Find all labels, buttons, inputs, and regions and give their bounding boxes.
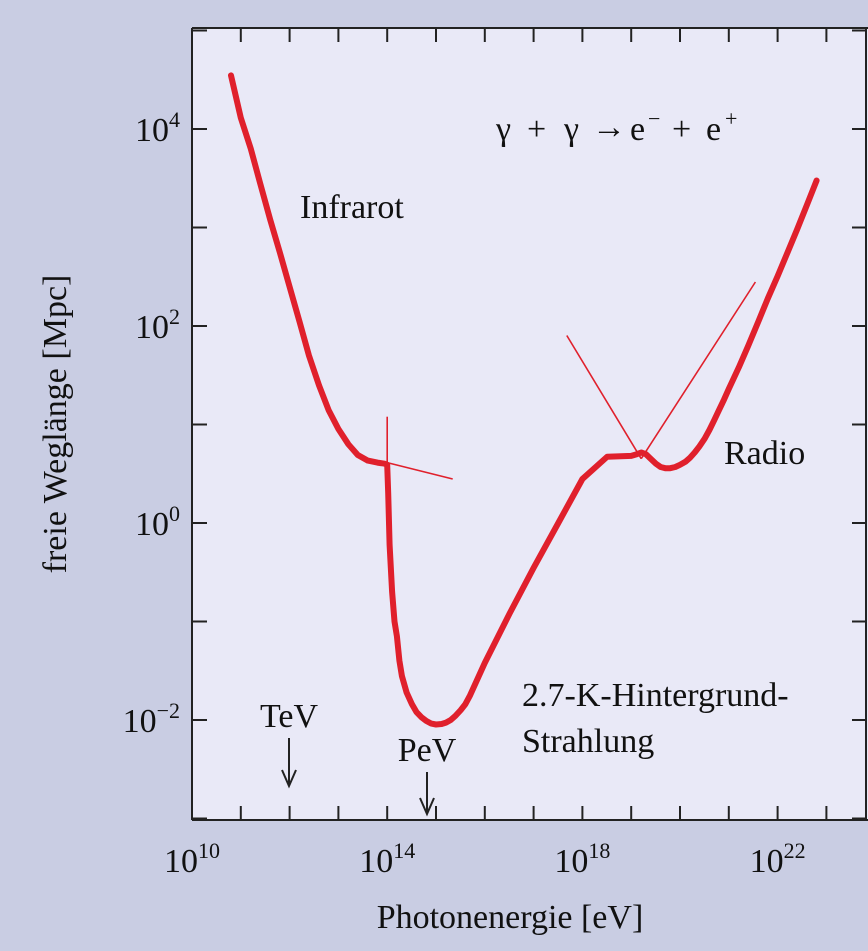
reaction-arrow: → bbox=[592, 109, 626, 146]
reaction-plus-2: + bbox=[672, 111, 691, 148]
annotation-tev: TeV bbox=[260, 698, 318, 735]
annotation-cmb-line1: 2.7-K-Hintergrund- bbox=[522, 677, 789, 714]
reaction-positron: e bbox=[706, 111, 721, 148]
x-tick-label: 1014 bbox=[359, 838, 415, 880]
tangent-line bbox=[387, 461, 453, 480]
axis-ticks bbox=[192, 28, 866, 820]
annotation-infrared: Infrarot bbox=[300, 189, 404, 226]
y-tick-label: 10−2 bbox=[123, 698, 180, 740]
mean-free-path-curve bbox=[228, 72, 820, 728]
reaction-plus-1: + bbox=[527, 111, 546, 148]
y-tick-label: 100 bbox=[135, 501, 180, 543]
plot-area bbox=[192, 28, 868, 820]
reaction-gamma-2: γ bbox=[563, 111, 579, 148]
reaction-equation: γ + γ → e − + e + bbox=[495, 106, 737, 148]
annotation-radio: Radio bbox=[724, 435, 805, 472]
reaction-electron-sign: − bbox=[648, 106, 660, 131]
y-tick-label: 102 bbox=[135, 304, 180, 346]
y-axis-label: freie Weglänge [Mpc] bbox=[37, 275, 74, 574]
axis-tick-labels: 1010 1014 1018 1022 104 102 100 10−2 bbox=[123, 107, 806, 880]
tev-arrow bbox=[281, 738, 297, 789]
annotation-pev: PeV bbox=[398, 732, 457, 769]
x-axis-label: Photonenergie [eV] bbox=[377, 899, 644, 936]
y-tick-label: 104 bbox=[135, 107, 180, 149]
reaction-electron: e bbox=[630, 111, 645, 148]
reaction-positron-sign: + bbox=[725, 106, 737, 131]
x-tick-label: 1022 bbox=[750, 838, 806, 880]
x-tick-label: 1018 bbox=[554, 838, 610, 880]
tangent-line bbox=[566, 335, 642, 460]
x-tick-label: 1010 bbox=[164, 838, 220, 880]
pev-arrow bbox=[419, 772, 435, 817]
annotation-cmb-line2: Strahlung bbox=[522, 723, 654, 760]
reaction-gamma-1: γ bbox=[495, 111, 511, 148]
curves bbox=[228, 72, 820, 728]
tangent-line bbox=[640, 281, 757, 460]
